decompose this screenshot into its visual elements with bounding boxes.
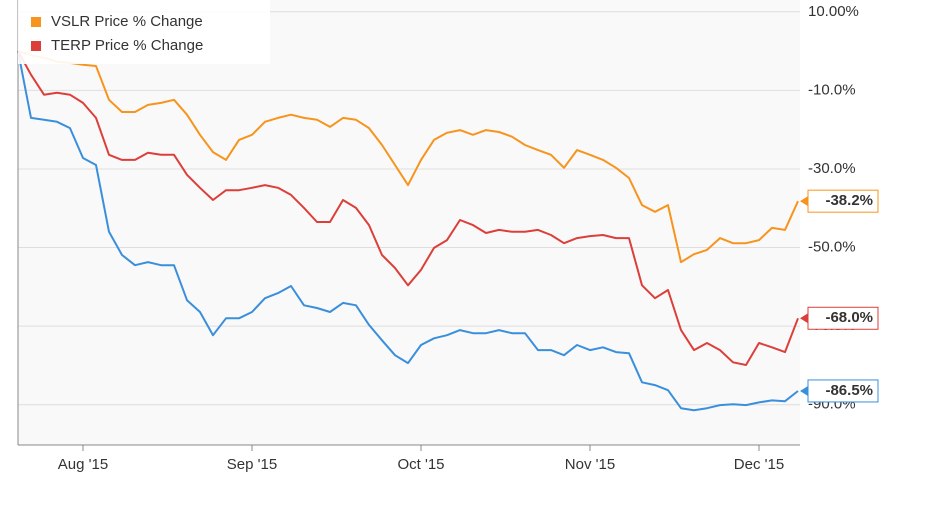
value-label-pointer: [800, 196, 808, 207]
series-line: [17, 50, 799, 412]
value-label-pointer: [800, 385, 808, 396]
x-tick-label: Dec '15: [734, 456, 784, 473]
value-label: -68.0%: [825, 309, 873, 326]
value-label: -86.5%: [825, 382, 873, 399]
x-tick-label: Sep '15: [227, 456, 277, 473]
labels: 10.00%-10.0%-30.0%-50.0%-70.0%-90.0%Aug …: [58, 3, 879, 473]
legend-box: [18, 0, 270, 64]
value-label-pointer: [800, 313, 808, 324]
grid: [18, 11, 800, 451]
x-tick-label: Nov '15: [565, 456, 615, 473]
x-tick-label: Aug '15: [58, 456, 108, 473]
x-tick-label: Oct '15: [397, 456, 444, 473]
legend-label: TERP Price % Change: [51, 37, 203, 54]
plot-area: [18, 0, 800, 445]
y-tick-label: -30.0%: [808, 160, 856, 177]
y-tick-label: -10.0%: [808, 81, 856, 98]
lines: [17, 50, 799, 412]
series-line: [17, 50, 799, 366]
value-label: -38.2%: [825, 192, 873, 209]
legend: VSLR Price % Change TERP Price % Change: [18, 0, 270, 64]
legend-swatch: [31, 41, 41, 51]
y-tick-label: 10.00%: [808, 3, 859, 20]
legend-swatch: [31, 17, 41, 27]
y-tick-label: -50.0%: [808, 239, 856, 256]
legend-label: VSLR Price % Change: [51, 13, 203, 30]
series-line: [17, 50, 799, 264]
